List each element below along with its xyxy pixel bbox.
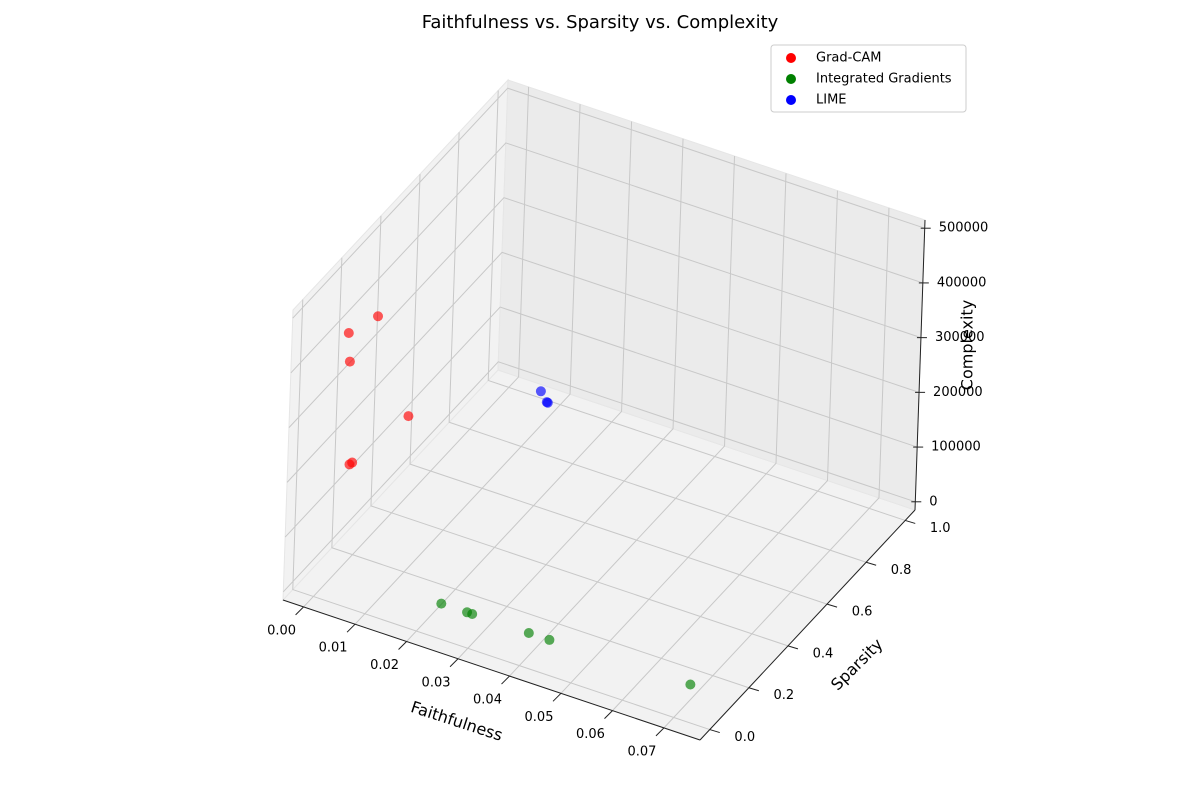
grid-line: [286, 251, 920, 483]
z-tick-label: 200000: [933, 385, 983, 400]
grid-line: [612, 190, 838, 711]
z-tick-label: 400000: [937, 275, 987, 290]
point: [535, 386, 546, 397]
tick-mark: [552, 692, 562, 702]
tick-mark: [709, 729, 720, 734]
point: [544, 634, 555, 645]
point: [373, 311, 384, 322]
grid-line: [303, 86, 530, 608]
grid-line: [292, 299, 710, 731]
point: [462, 607, 473, 618]
tick-mark: [346, 623, 356, 633]
legend-label: LIME: [816, 93, 847, 108]
point: [343, 327, 354, 338]
tick-mark: [501, 675, 510, 685]
y-tick-label: 0.8: [891, 563, 912, 578]
x-tick-label: 0.05: [525, 710, 554, 725]
tick-mark: [295, 606, 304, 616]
grid-line: [292, 87, 925, 319]
point: [344, 459, 355, 470]
grid-line: [448, 132, 867, 563]
z-tick-label: 300000: [935, 330, 985, 345]
tick-mark: [748, 687, 760, 692]
x-tick-label: 0.04: [473, 693, 502, 708]
y-axis-label: Sparsity: [827, 635, 887, 695]
tick-mark: [787, 645, 799, 650]
legend-marker: [786, 53, 796, 63]
grid-line: [487, 90, 906, 521]
y-tick-label: 0.2: [774, 688, 795, 703]
legend-label: Grad-CAM: [816, 51, 882, 66]
chart-title: Faithfulness vs. Sparsity vs. Complexity: [422, 12, 779, 33]
y-tick-label: 0.0: [734, 730, 755, 745]
x-tick-label: 0.01: [319, 641, 348, 656]
point: [403, 411, 414, 422]
grid-line: [284, 306, 918, 538]
z-axis-label: Complexity: [958, 300, 977, 390]
legend-marker: [786, 74, 796, 84]
tick-mark: [865, 561, 877, 566]
legend-marker: [786, 95, 796, 105]
axis-line: [699, 509, 916, 741]
x-tick-label: 0.03: [422, 675, 451, 690]
grid-line: [457, 138, 684, 660]
tick-mark: [905, 519, 916, 524]
legend-label: Integrated Gradients: [816, 72, 952, 87]
z-tick-label: 100000: [931, 440, 981, 455]
grid-line: [409, 174, 828, 605]
grid-line: [663, 207, 890, 729]
grid-line: [331, 257, 750, 689]
grid-line: [509, 156, 736, 677]
z-tick-label: 0: [929, 494, 937, 509]
x-tick-label: 0.06: [576, 727, 605, 742]
grid-line: [290, 142, 923, 374]
grid-line: [288, 197, 922, 428]
x-tick-label: 0.07: [627, 744, 656, 759]
legend-box: [770, 44, 967, 113]
tick-mark: [604, 710, 613, 719]
grid-line: [560, 173, 787, 694]
point: [436, 598, 447, 609]
tick-mark: [826, 603, 838, 608]
y-tick-label: 0.6: [852, 605, 873, 620]
tick-mark: [449, 658, 459, 668]
axis-line: [914, 219, 926, 511]
y-tick-label: 0.4: [813, 646, 834, 661]
grid-line: [406, 121, 633, 642]
tick-mark: [655, 727, 665, 737]
x-tick-label: 0.00: [267, 623, 296, 638]
axis-line: [282, 599, 701, 741]
z-tick-label: 500000: [939, 221, 989, 236]
point: [523, 628, 534, 639]
point: [542, 397, 553, 408]
grid-line: [282, 361, 916, 593]
grid-line: [354, 104, 581, 625]
point: [344, 356, 355, 367]
tick-mark: [398, 641, 407, 650]
x-tick-label: 0.02: [370, 658, 399, 673]
y-tick-label: 1.0: [930, 521, 951, 536]
point: [685, 679, 696, 690]
